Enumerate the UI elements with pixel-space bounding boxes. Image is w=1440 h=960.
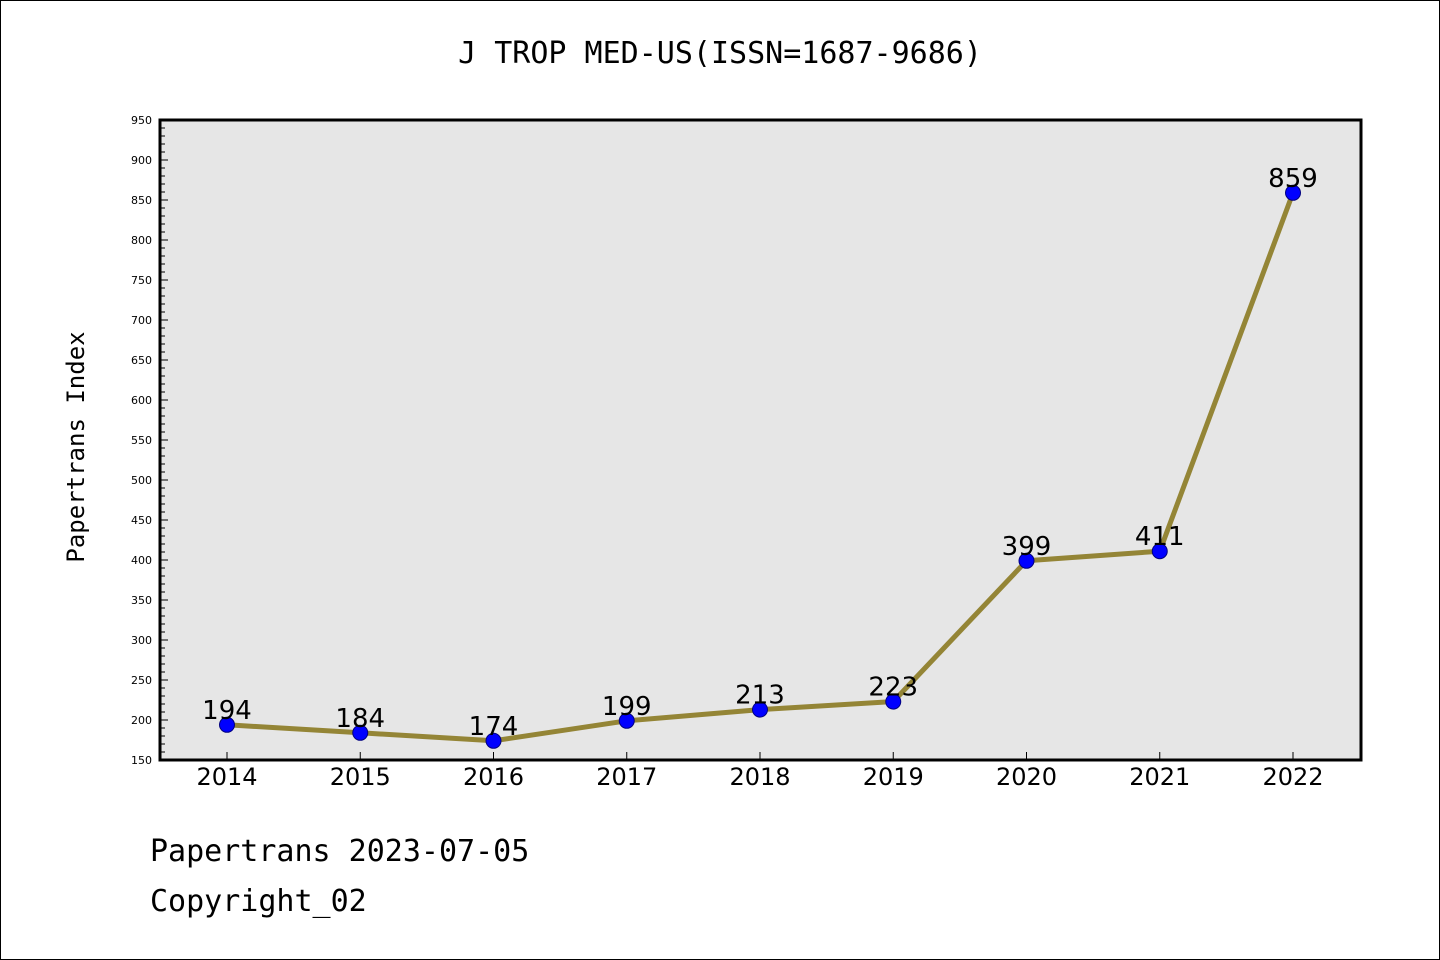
data-label: 184 <box>335 704 385 734</box>
data-point <box>485 732 502 749</box>
y-tick-label: 450 <box>131 514 152 527</box>
data-label: 199 <box>602 692 652 722</box>
y-tick-label: 900 <box>131 154 152 167</box>
x-tick-label: 2021 <box>1129 763 1190 791</box>
x-tick-label: 2015 <box>330 763 391 791</box>
y-tick-label: 750 <box>131 274 152 287</box>
x-tick-label: 2016 <box>463 763 524 791</box>
x-tick-label: 2022 <box>1262 763 1323 791</box>
plot-frame <box>158 118 1363 762</box>
y-tick-label: 150 <box>131 754 152 767</box>
data-label: 411 <box>1135 522 1185 552</box>
y-tick-label: 600 <box>131 394 152 407</box>
data-point <box>1018 552 1035 569</box>
y-axis-title: Papertrans Index <box>62 331 90 562</box>
x-tick-label: 2019 <box>863 763 924 791</box>
x-tick-label: 2017 <box>596 763 657 791</box>
data-point <box>219 716 235 733</box>
footer-copyright: Copyright_02 <box>150 884 367 919</box>
x-tick-label: 2014 <box>196 763 257 791</box>
data-point <box>352 724 369 741</box>
y-tick-label: 400 <box>131 554 152 567</box>
plot-area <box>160 120 1361 760</box>
data-label: 859 <box>1268 164 1318 194</box>
y-tick-label: 250 <box>131 674 152 687</box>
data-label: 223 <box>868 673 918 703</box>
data-point <box>885 693 902 710</box>
y-tick-label: 700 <box>131 314 152 327</box>
y-tick-label: 850 <box>131 194 152 207</box>
data-point <box>1151 543 1168 560</box>
y-tick-label: 950 <box>131 114 152 127</box>
data-label: 174 <box>469 712 519 742</box>
x-tick-label: 2018 <box>729 763 790 791</box>
y-tick-label: 800 <box>131 234 152 247</box>
y-tick-label: 350 <box>131 594 152 607</box>
chart-title: J TROP MED-US(ISSN=1687-9686) <box>458 36 982 71</box>
footer-date: Papertrans 2023-07-05 <box>150 834 530 869</box>
data-label: 399 <box>1002 532 1052 562</box>
y-tick-label: 650 <box>131 354 152 367</box>
y-tick-label: 550 <box>131 434 152 447</box>
data-point <box>618 712 635 729</box>
x-tick-label: 2020 <box>996 763 1057 791</box>
markers-group <box>219 184 1301 749</box>
data-labels-group: 194 184 174 199 213 223 399 411 859 <box>202 164 1318 742</box>
x-axis: 2014 2015 2016 2017 2018 2019 2020 2021 2022 <box>196 752 1324 791</box>
y-tick-label: 300 <box>131 634 152 647</box>
data-point <box>752 701 768 718</box>
y-tick-label: 500 <box>131 474 152 487</box>
data-label: 213 <box>735 681 785 711</box>
y-tick-label: 200 <box>131 714 152 727</box>
data-label: 194 <box>202 696 252 726</box>
data-point <box>1285 184 1301 201</box>
